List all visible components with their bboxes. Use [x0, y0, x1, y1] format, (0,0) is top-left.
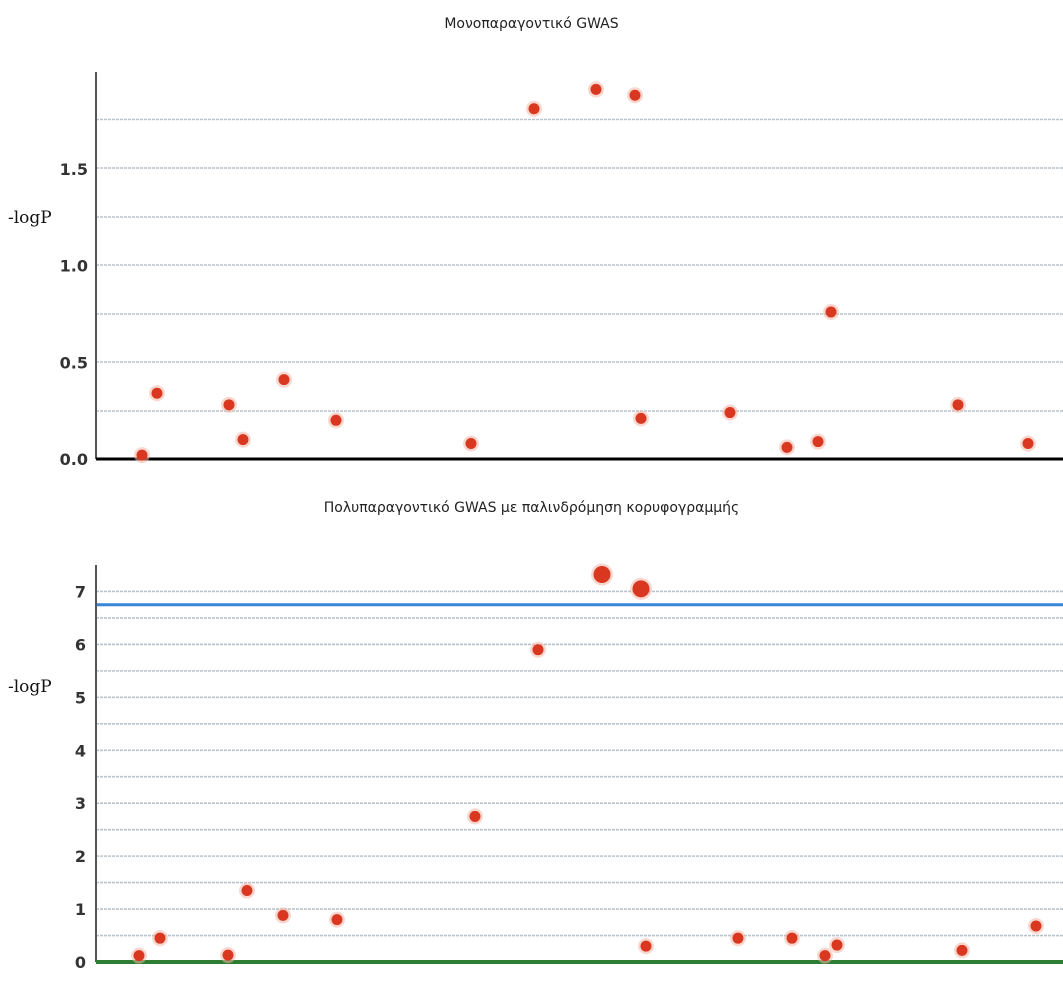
y-tick-label: 4	[75, 741, 86, 760]
y-tick-label: 5	[75, 688, 86, 707]
data-point	[331, 914, 343, 926]
data-point	[593, 566, 611, 584]
data-point	[781, 441, 793, 453]
data-point	[1030, 920, 1042, 932]
data-point	[241, 885, 253, 897]
data-point	[786, 932, 798, 944]
data-point	[278, 374, 290, 386]
data-point	[237, 434, 249, 446]
data-point	[528, 103, 540, 115]
ridge-gwas-panel: Πολυπαραγοντικό GWAS με παλινδρόμηση κορ…	[0, 490, 1063, 981]
y-tick-label: 6	[75, 635, 86, 654]
data-point	[136, 449, 148, 461]
y-tick-label: 3	[75, 794, 86, 813]
data-point	[724, 407, 736, 419]
y-tick-label: 1.0	[60, 257, 88, 276]
data-point	[635, 412, 647, 424]
scatter-plot: 0.0 0.5 1.0 1.5	[60, 72, 1063, 469]
data-point	[465, 438, 477, 450]
data-point	[469, 810, 481, 822]
y-tick-label: 0	[75, 953, 86, 972]
scatter-plot: 0 1 2 3 4 5 6 7	[75, 563, 1063, 972]
y-tick-label: 2	[75, 847, 86, 866]
data-point	[223, 399, 235, 411]
data-point	[532, 644, 544, 656]
y-axis-label: -logP	[8, 677, 52, 697]
univariate-gwas-panel: Μονοπαραγοντικό GWAS -logP 0.0 0.5 1.0 1.5	[0, 0, 1063, 490]
data-point	[222, 949, 234, 961]
y-tick-label: 7	[75, 582, 86, 601]
data-point	[1022, 438, 1034, 450]
y-axis-label: -logP	[8, 208, 52, 228]
y-tick-label: 1.5	[60, 160, 88, 179]
data-point	[812, 436, 824, 448]
data-point	[831, 939, 843, 951]
data-point	[952, 399, 964, 411]
y-tick-label: 0.5	[60, 353, 88, 372]
data-point	[732, 932, 744, 944]
data-point	[330, 414, 342, 426]
data-point	[640, 940, 652, 952]
y-tick-label: 0.0	[60, 450, 88, 469]
y-tick-label: 1	[75, 900, 86, 919]
data-point	[133, 950, 145, 962]
data-point	[590, 83, 602, 95]
data-point	[154, 932, 166, 944]
data-point	[825, 306, 837, 318]
data-point	[277, 909, 289, 921]
chart-title: Πολυπαραγοντικό GWAS με παλινδρόμηση κορ…	[323, 500, 740, 516]
data-point	[629, 89, 641, 101]
chart-title: Μονοπαραγοντικό GWAS	[444, 16, 619, 32]
data-point	[632, 580, 650, 598]
data-point	[819, 950, 831, 962]
data-point	[956, 944, 968, 956]
data-point	[151, 387, 163, 399]
